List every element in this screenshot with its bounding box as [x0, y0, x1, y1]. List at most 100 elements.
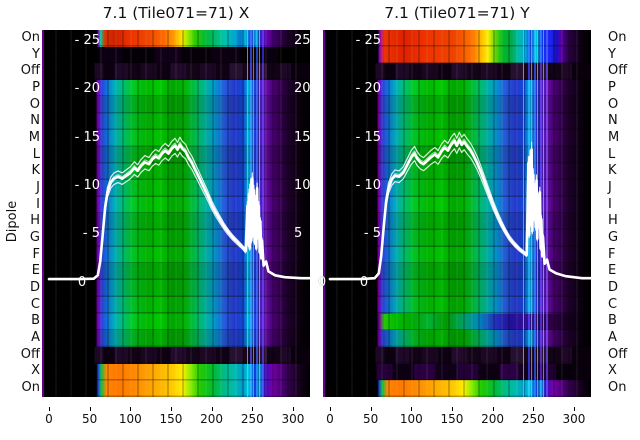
panel-left-edge — [42, 30, 44, 397]
dipole-label-left-a: A — [31, 330, 40, 346]
dipole-row-p — [42, 80, 310, 98]
dipole-row-a — [42, 330, 310, 348]
dipole-label-right-n: N — [608, 113, 618, 129]
rfi-line — [543, 30, 544, 397]
dipole-label-left-x: X — [31, 363, 40, 379]
dipole-row-g — [42, 230, 310, 248]
panel-title-y: 7.1 (Tile071=71) Y — [384, 4, 530, 22]
dipole-row-n — [42, 113, 310, 131]
xtick-mark — [292, 407, 294, 411]
panel-title-x: 7.1 (Tile071=71) X — [102, 4, 250, 22]
dipole-row-k — [323, 163, 591, 181]
dipole-row-d — [323, 280, 591, 298]
xtick-mark — [130, 407, 132, 411]
dipole-row-a — [323, 330, 591, 348]
xtick-mark — [573, 407, 575, 411]
ytick-label-left: - 15 — [355, 129, 381, 145]
rfi-line — [522, 30, 524, 397]
xtick-mark — [252, 407, 254, 411]
dipole-row-f — [42, 246, 310, 265]
xtick-mark — [211, 407, 213, 411]
xtick-label: 0 — [45, 412, 53, 426]
xtick-label: 50 — [362, 412, 379, 426]
ytick-label-left: - 25 — [355, 33, 381, 48]
xtick-mark — [533, 407, 535, 411]
dipole-row-m — [42, 130, 310, 148]
dipole-row-k — [42, 163, 310, 181]
dipole-row-d — [42, 280, 310, 298]
dipole-row-o — [42, 96, 310, 114]
xtick-mark — [451, 407, 453, 411]
dipole-label-left-g: G — [29, 230, 40, 246]
dipole-row-b — [42, 313, 310, 331]
ytick-label-left: - 20 — [355, 81, 381, 97]
xtick-mark — [411, 407, 413, 411]
dipole-label-left-k: K — [31, 163, 40, 179]
ytick-label-left: - 10 — [355, 177, 381, 193]
xtick-mark — [330, 407, 331, 411]
ytick-label-right: 25 — [294, 33, 311, 48]
ytick-label-zero: 0 — [317, 275, 327, 290]
dipole-labels-right: On Y Off P O N M L K J I H G F E D C B A Off X On — [608, 30, 640, 397]
dipole-label-left-p: P — [32, 80, 40, 96]
dipole-label-right-off: Off — [608, 63, 628, 79]
dipole-label-left-m: M — [28, 130, 40, 146]
dipole-row-off — [323, 63, 591, 81]
dipole-label-right-off: Off — [608, 346, 628, 362]
ytick-label-left: - 5 — [363, 226, 381, 242]
dipole-label-left-h: H — [30, 213, 40, 229]
xtick-mark — [492, 407, 494, 411]
xtick-label: 100 — [399, 412, 423, 426]
dipole-row-l — [323, 146, 591, 164]
xtick-label: 300 — [562, 412, 586, 426]
dipole-label-right-o: O — [608, 96, 619, 112]
dipole-label-right-p: P — [608, 80, 616, 96]
dipole-label-left-on: On — [21, 380, 40, 396]
dipole-row-b — [323, 313, 591, 331]
ytick-label-zero: 0 — [359, 275, 369, 290]
dipole-row-i — [323, 196, 591, 214]
dipole-row-g — [323, 230, 591, 248]
dipole-label-left-d: D — [29, 280, 40, 296]
dipole-label-left-off: Off — [20, 63, 40, 79]
dipole-label-right-i: I — [608, 196, 612, 212]
dipole-label-right-b: B — [608, 313, 617, 329]
panel-left-edge — [323, 30, 325, 397]
xtick-label: 250 — [521, 412, 545, 426]
dipole-row-on — [323, 380, 591, 398]
xtick-label: 250 — [240, 412, 264, 426]
ytick-label-left: - 10 — [74, 177, 100, 193]
dipole-label-right-x: X — [608, 363, 617, 379]
dipole-label-left-n: N — [30, 113, 40, 129]
xtick-label: 200 — [200, 412, 224, 426]
dipole-row-c — [323, 296, 591, 315]
ytick-label-zero: 0 — [77, 275, 87, 290]
xtick-label: 100 — [118, 412, 142, 426]
ytick-label-right: 20 — [294, 81, 311, 97]
dipole-label-right-on: On — [608, 30, 627, 45]
dipole-label-left-off: Off — [20, 346, 40, 362]
dipole-row-on — [42, 30, 310, 48]
dipole-label-left-o: O — [29, 96, 40, 112]
dipole-row-h — [323, 213, 591, 231]
dipole-label-left-j: J — [36, 180, 40, 196]
ytick-label-left: - 20 — [74, 81, 100, 97]
xtick-label: 150 — [440, 412, 464, 426]
dipole-row-n — [323, 113, 591, 131]
rfi-line — [262, 30, 264, 397]
dipole-label-right-g: G — [608, 230, 619, 246]
xtick-label: 50 — [82, 412, 98, 426]
xtick-mark — [49, 407, 50, 411]
dipole-label-left-l: L — [32, 146, 40, 162]
dipole-row-h — [42, 213, 310, 231]
heatmap-panel-y: - 25 - 20 - 15 - 10 - 5 0 0 — [318, 30, 593, 398]
dipole-row-on — [42, 380, 310, 398]
bandpass-curve — [328, 131, 593, 281]
rfi-line — [546, 30, 549, 397]
bandpass-curve — [47, 136, 312, 281]
dipole-row-i — [42, 196, 310, 214]
dipole-row-o — [323, 96, 591, 114]
dipole-label-right-y: Y — [608, 46, 616, 62]
dipole-label-right-f: F — [608, 246, 616, 262]
